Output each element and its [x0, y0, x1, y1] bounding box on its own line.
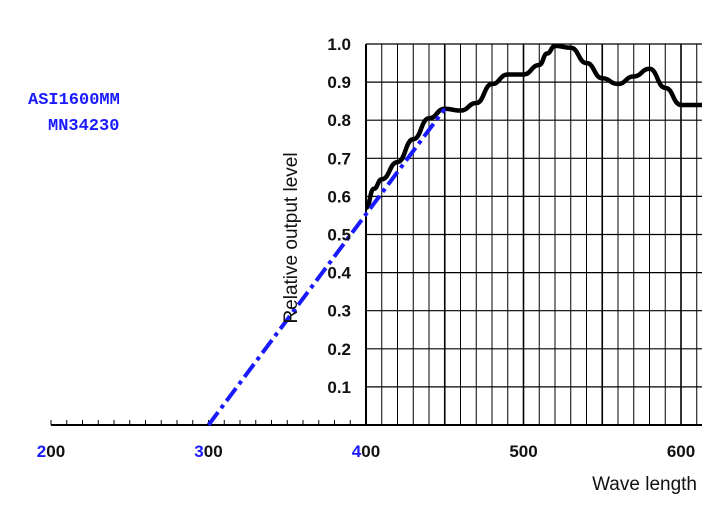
y-tick-label: 0.9 [327, 73, 351, 92]
x-tick-label: 400 [352, 442, 380, 461]
y-tick-label: 0.1 [327, 378, 351, 397]
y-tick-label: 0.8 [327, 111, 351, 130]
camera-model-label: ASI1600MM [28, 91, 120, 110]
x-tick-rest: 600 [667, 442, 695, 461]
y-tick-label: 0.6 [327, 187, 351, 206]
sensor-model-label: MN34230 [48, 117, 119, 136]
x-tick-lead-digit: 4 [352, 442, 362, 461]
y-tick-label: 0.3 [327, 302, 351, 321]
y-tick-label: 0.2 [327, 340, 351, 359]
axes [50, 44, 702, 426]
x-tick-label: 300 [194, 442, 222, 461]
x-tick-lead-digit: 2 [37, 442, 46, 461]
y-tick-label: 0.7 [327, 149, 351, 168]
x-tick-rest: 500 [509, 442, 537, 461]
series [206, 43, 702, 427]
x-axis-label: Wave length [592, 474, 697, 495]
x-tick-lead-digit: 3 [194, 442, 203, 461]
y-tick-label: 1.0 [327, 35, 351, 54]
x-tick-label: 500 [509, 442, 537, 461]
grid [365, 43, 702, 425]
x-tick-rest: 00 [204, 442, 223, 461]
x-tick-rest: 00 [46, 442, 65, 461]
x-tick-label: 600 [667, 442, 695, 461]
y-tick-label: 0.4 [327, 264, 351, 283]
response-curve [364, 43, 702, 211]
y-tick-label: 0.5 [327, 226, 351, 245]
x-tick-rest: 00 [361, 442, 380, 461]
x-tick-label: 200 [37, 442, 65, 461]
extrapolated-line [206, 107, 447, 427]
y-axis-label: Relative output level [281, 152, 302, 323]
